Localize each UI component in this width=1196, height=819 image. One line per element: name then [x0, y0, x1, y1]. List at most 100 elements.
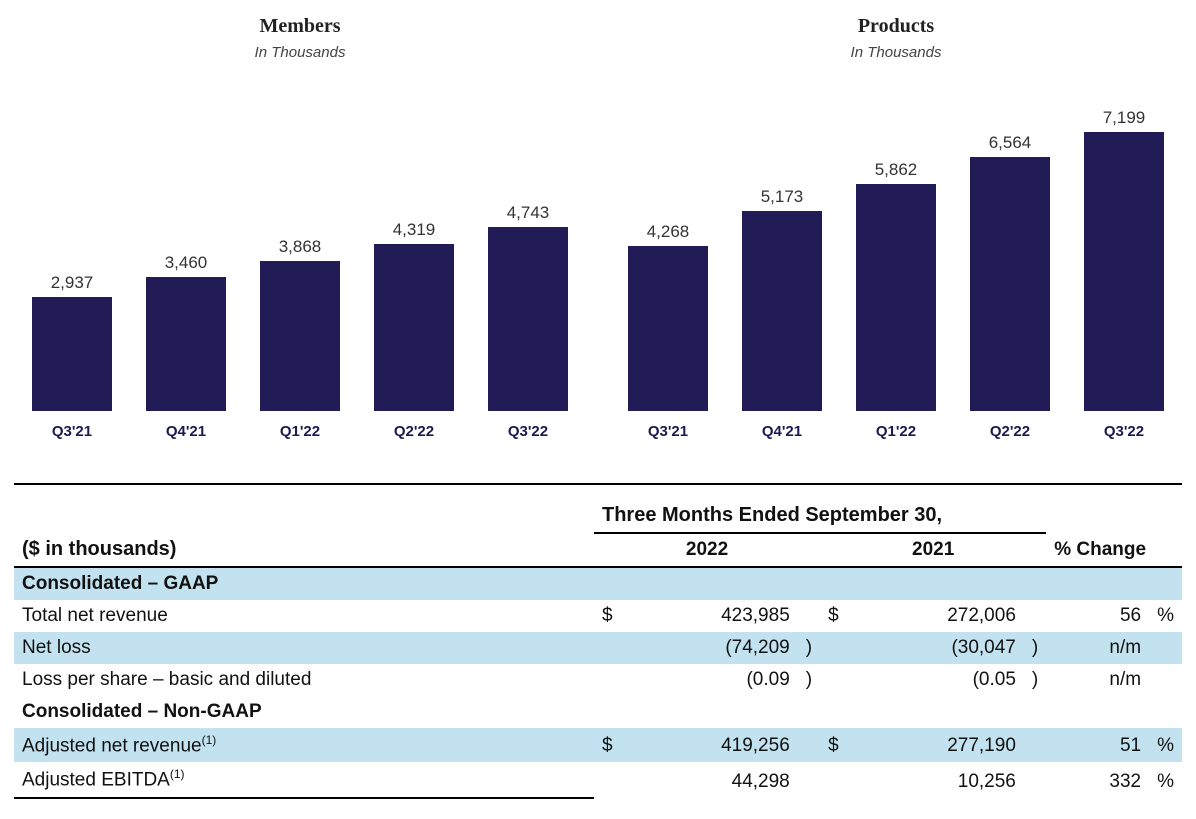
members-axis: Q3'21 Q4'21 Q1'22 Q2'22 Q3'22 — [20, 423, 580, 440]
bar-wrap: 3,868 — [252, 237, 348, 411]
currency-2021 — [820, 664, 847, 696]
table-row: Adjusted EBITDA(1)44,29810,256332% — [14, 762, 1182, 797]
bar-wrap: 4,319 — [366, 220, 462, 411]
table-row: Adjusted net revenue(1)$419,256$277,1905… — [14, 728, 1182, 762]
axis-label: Q3'22 — [1076, 423, 1172, 440]
paren-2021 — [1024, 762, 1046, 797]
table-row: Loss per share – basic and diluted (0.09)… — [14, 664, 1182, 696]
products-chart-subtitle: In Thousands — [616, 44, 1176, 61]
pct-sign: % — [1149, 600, 1182, 632]
pct-sign: % — [1149, 728, 1182, 762]
axis-label: Q2'22 — [366, 423, 462, 440]
section-title: Consolidated – Non-GAAP — [14, 696, 1182, 728]
bar-wrap: 4,743 — [480, 203, 576, 411]
bar — [488, 227, 568, 411]
axis-label: Q2'22 — [962, 423, 1058, 440]
row-label: Loss per share – basic and diluted — [14, 664, 594, 696]
value-2021: 10,256 — [847, 762, 1024, 797]
table-row: Net loss(74,209)(30,047)n/m — [14, 632, 1182, 664]
bar — [856, 184, 936, 411]
members-chart: Members In Thousands 2,937 3,460 3,868 4,31… — [20, 10, 580, 465]
value-2021: (30,047 — [847, 632, 1024, 664]
value-2021: (0.05 — [847, 664, 1024, 696]
bar — [742, 211, 822, 411]
bar — [1084, 132, 1164, 411]
value-2022: (0.09 — [621, 664, 798, 696]
currency-2022 — [594, 762, 621, 797]
currency-2021 — [820, 762, 847, 797]
bar-wrap: 5,173 — [734, 187, 830, 411]
bar-wrap: 6,564 — [962, 133, 1058, 411]
value-change: 51 — [1046, 728, 1149, 762]
axis-label: Q3'21 — [620, 423, 716, 440]
paren-2022 — [798, 728, 820, 762]
bar — [970, 157, 1050, 411]
table-super-header-row: Three Months Ended September 30, — [14, 499, 1182, 533]
axis-label: Q3'21 — [24, 423, 120, 440]
row-label: Total net revenue — [14, 600, 594, 632]
members-bars: 2,937 3,460 3,868 4,319 4,743 — [20, 71, 580, 411]
value-2022: 419,256 — [621, 728, 798, 762]
bar-value-label: 4,268 — [647, 222, 690, 242]
products-axis: Q3'21 Q4'21 Q1'22 Q2'22 Q3'22 — [616, 423, 1176, 440]
bar — [628, 246, 708, 411]
bar-value-label: 4,319 — [393, 220, 436, 240]
value-change: n/m — [1046, 632, 1149, 664]
currency-2021: $ — [820, 600, 847, 632]
col-2021: 2021 — [820, 533, 1046, 567]
value-change: 56 — [1046, 600, 1149, 632]
axis-label: Q4'21 — [734, 423, 830, 440]
axis-label: Q3'22 — [480, 423, 576, 440]
paren-2021: ) — [1024, 632, 1046, 664]
bar-wrap: 7,199 — [1076, 108, 1172, 411]
bar-value-label: 5,862 — [875, 160, 918, 180]
table-row: Total net revenue$423,985$272,00656% — [14, 600, 1182, 632]
paren-2022 — [798, 762, 820, 797]
value-2021: 277,190 — [847, 728, 1024, 762]
paren-2022: ) — [798, 664, 820, 696]
bar-value-label: 6,564 — [989, 133, 1032, 153]
bar — [32, 297, 112, 411]
bar-wrap: 5,862 — [848, 160, 944, 411]
paren-2021 — [1024, 600, 1046, 632]
bar-value-label: 4,743 — [507, 203, 550, 223]
bar — [146, 277, 226, 411]
value-2021: 272,006 — [847, 600, 1024, 632]
table-section-header: Consolidated – Non-GAAP — [14, 696, 1182, 728]
table-units-label: ($ in thousands) — [14, 533, 594, 567]
currency-2022 — [594, 632, 621, 664]
bar — [374, 244, 454, 411]
currency-2021 — [820, 632, 847, 664]
products-bars: 4,268 5,173 5,862 6,564 7,199 — [616, 71, 1176, 411]
bar — [260, 261, 340, 411]
paren-2022 — [798, 600, 820, 632]
axis-label: Q4'21 — [138, 423, 234, 440]
pct-sign — [1149, 632, 1182, 664]
members-chart-subtitle: In Thousands — [20, 44, 580, 61]
bar-value-label: 2,937 — [51, 273, 94, 293]
axis-label: Q1'22 — [252, 423, 348, 440]
row-label: Adjusted net revenue(1) — [14, 728, 594, 762]
col-2022: 2022 — [594, 533, 820, 567]
axis-label: Q1'22 — [848, 423, 944, 440]
paren-2021: ) — [1024, 664, 1046, 696]
col-change: % Change — [1046, 533, 1182, 567]
row-label: Adjusted EBITDA(1) — [14, 762, 594, 797]
currency-2022: $ — [594, 600, 621, 632]
row-label: Net loss — [14, 632, 594, 664]
products-chart: Products In Thousands 4,268 5,173 5,862 6,5… — [616, 10, 1176, 465]
paren-2021 — [1024, 728, 1046, 762]
table-section-header: Consolidated – GAAP — [14, 567, 1182, 600]
products-chart-title: Products — [616, 15, 1176, 38]
charts-row: Members In Thousands 2,937 3,460 3,868 4,31… — [0, 0, 1196, 465]
bar-wrap: 2,937 — [24, 273, 120, 411]
bar-value-label: 3,460 — [165, 253, 208, 273]
table-super-header: Three Months Ended September 30, — [594, 499, 1046, 533]
currency-2022 — [594, 664, 621, 696]
members-chart-title: Members — [20, 15, 580, 38]
section-title: Consolidated – GAAP — [14, 567, 1182, 600]
value-change: n/m — [1046, 664, 1149, 696]
bar-value-label: 3,868 — [279, 237, 322, 257]
bar-wrap: 4,268 — [620, 222, 716, 411]
financial-table: Three Months Ended September 30, ($ in t… — [14, 499, 1182, 799]
